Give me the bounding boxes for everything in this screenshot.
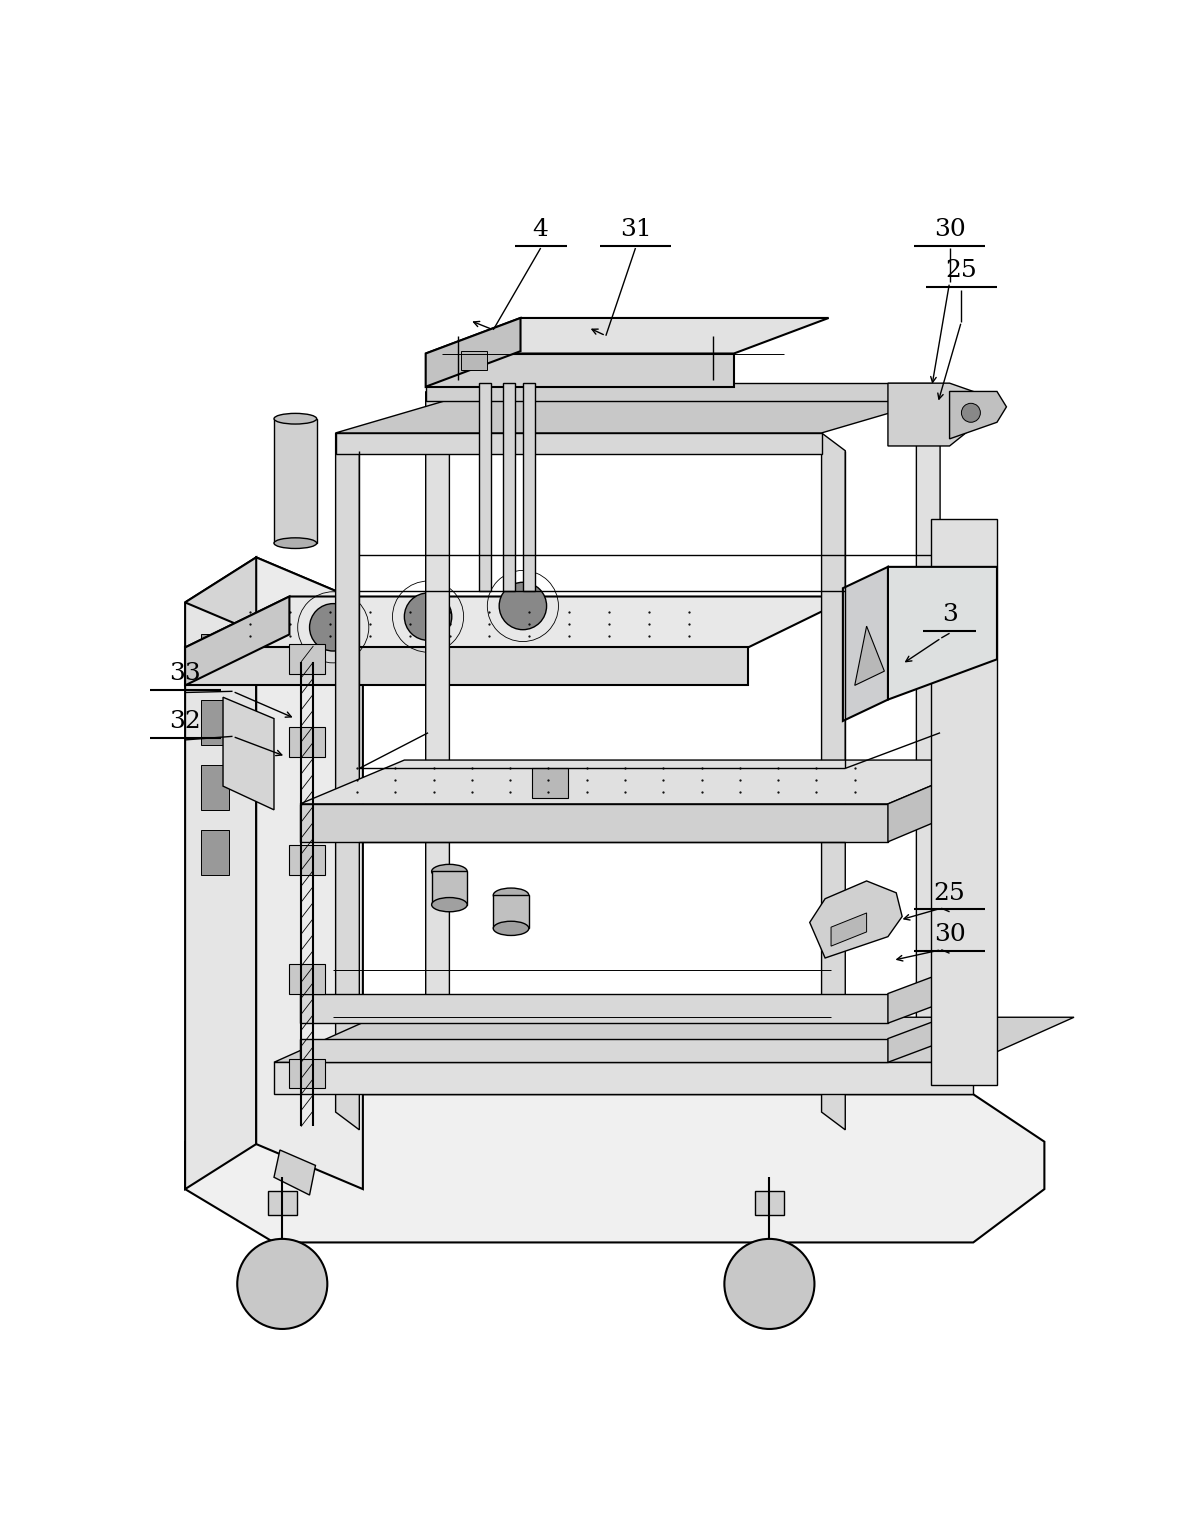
Polygon shape — [854, 626, 884, 685]
Polygon shape — [479, 383, 491, 590]
Circle shape — [961, 404, 980, 422]
Polygon shape — [201, 764, 229, 809]
Polygon shape — [887, 1000, 992, 1062]
Polygon shape — [425, 354, 734, 387]
Text: 33: 33 — [169, 663, 201, 685]
Polygon shape — [887, 760, 992, 841]
Ellipse shape — [431, 864, 467, 879]
Polygon shape — [523, 383, 535, 590]
Polygon shape — [274, 419, 317, 543]
Circle shape — [404, 593, 451, 640]
Polygon shape — [301, 803, 887, 841]
Polygon shape — [223, 697, 274, 809]
Polygon shape — [431, 871, 467, 905]
Polygon shape — [887, 567, 997, 699]
Text: 25: 25 — [946, 259, 978, 283]
Ellipse shape — [493, 888, 529, 902]
Polygon shape — [290, 964, 326, 994]
Polygon shape — [185, 557, 257, 1189]
Polygon shape — [301, 1038, 887, 1062]
Polygon shape — [949, 392, 1006, 439]
Polygon shape — [425, 392, 449, 1085]
Polygon shape — [916, 392, 940, 1085]
Ellipse shape — [274, 537, 317, 549]
Polygon shape — [843, 567, 887, 720]
Polygon shape — [185, 596, 852, 648]
Text: 31: 31 — [620, 218, 651, 241]
Text: 4: 4 — [532, 218, 549, 241]
Text: 30: 30 — [934, 218, 966, 241]
Polygon shape — [832, 912, 866, 946]
Text: 32: 32 — [169, 710, 201, 732]
Circle shape — [499, 583, 546, 629]
Ellipse shape — [274, 413, 317, 424]
Polygon shape — [274, 1062, 973, 1094]
Ellipse shape — [493, 921, 529, 935]
Polygon shape — [822, 433, 846, 1130]
Text: 30: 30 — [934, 923, 966, 946]
Polygon shape — [185, 596, 290, 685]
Polygon shape — [425, 318, 520, 387]
Polygon shape — [201, 699, 229, 744]
Polygon shape — [425, 318, 829, 354]
Ellipse shape — [431, 897, 467, 912]
Polygon shape — [268, 1191, 297, 1215]
Polygon shape — [185, 1094, 1044, 1242]
Polygon shape — [461, 351, 487, 371]
Polygon shape — [290, 645, 326, 673]
Polygon shape — [493, 896, 529, 929]
Text: 3: 3 — [942, 604, 958, 626]
Circle shape — [725, 1239, 815, 1328]
Polygon shape — [887, 383, 973, 446]
Polygon shape — [290, 726, 326, 756]
Polygon shape — [930, 519, 997, 1085]
Polygon shape — [257, 557, 362, 1189]
Polygon shape — [301, 760, 992, 803]
Polygon shape — [425, 383, 930, 401]
Polygon shape — [336, 401, 930, 433]
Polygon shape — [336, 433, 359, 1130]
Polygon shape — [185, 557, 362, 648]
Polygon shape — [301, 994, 887, 1023]
Polygon shape — [290, 1059, 326, 1088]
Polygon shape — [201, 831, 229, 875]
Polygon shape — [274, 1150, 316, 1195]
Polygon shape — [185, 648, 748, 685]
Polygon shape — [274, 1017, 1074, 1062]
Polygon shape — [201, 634, 229, 679]
Polygon shape — [532, 769, 568, 797]
Polygon shape — [503, 383, 514, 590]
Polygon shape — [887, 955, 992, 1023]
Circle shape — [310, 604, 356, 651]
Polygon shape — [810, 881, 902, 958]
Text: 25: 25 — [934, 882, 966, 905]
Polygon shape — [756, 1191, 784, 1215]
Circle shape — [238, 1239, 328, 1328]
Polygon shape — [336, 433, 822, 454]
Polygon shape — [290, 846, 326, 875]
